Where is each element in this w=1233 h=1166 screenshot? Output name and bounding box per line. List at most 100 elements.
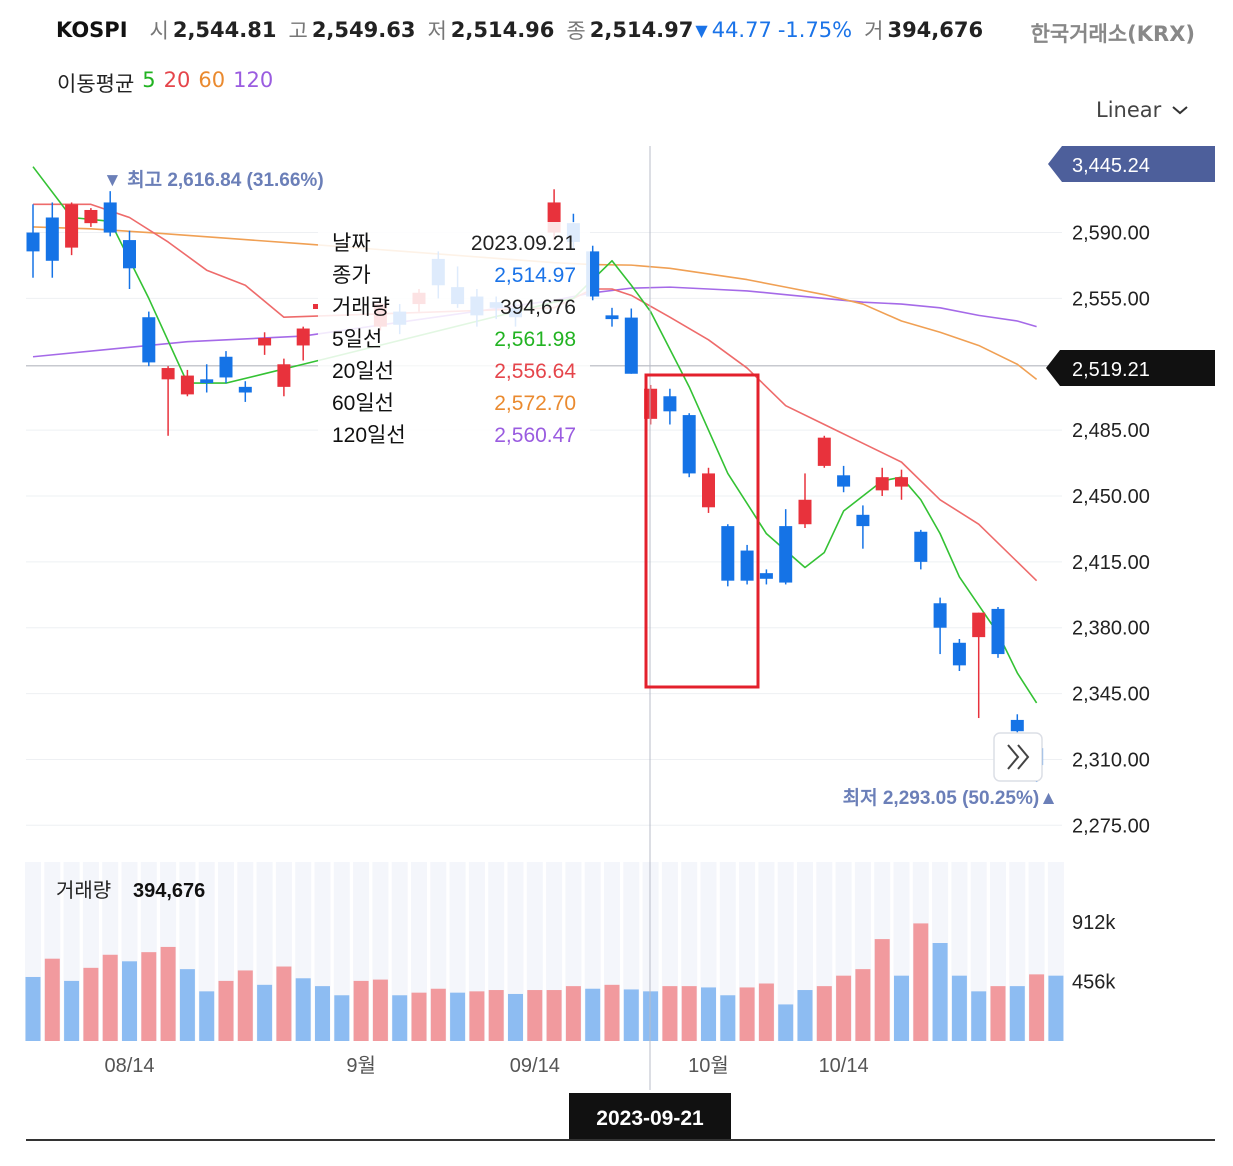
volume-bg-column <box>777 862 794 1041</box>
crosshair-price-badge: 2,519.21 <box>1046 350 1215 386</box>
candle-body <box>1010 719 1024 732</box>
volume-bar <box>816 986 832 1041</box>
candle-body <box>624 317 638 374</box>
volume-bar <box>951 975 967 1041</box>
volume-bar <box>1048 975 1064 1041</box>
date-tick-label: 10/14 <box>819 1055 869 1077</box>
tooltip-row-value: 394,676 <box>500 296 576 319</box>
volume-bar <box>199 991 215 1041</box>
tooltip-row-label: 날짜 <box>332 232 371 255</box>
volume-bar <box>44 958 60 1041</box>
volume-bar <box>237 970 253 1041</box>
volume-bar <box>508 993 523 1041</box>
volume-panel-value: 394,676 <box>133 880 205 902</box>
low-value: 2,514.96 <box>450 18 555 42</box>
highlight-box <box>644 373 760 689</box>
exchange-name: 한국거래소(KRX) <box>1030 22 1195 46</box>
tooltip-volume-marker <box>313 304 318 309</box>
volume-bar <box>372 979 388 1041</box>
tooltip-row-value: 2,556.64 <box>494 360 576 383</box>
ma-legend-20[interactable]: 20 <box>163 68 191 92</box>
volume-bar <box>585 988 601 1041</box>
volume-bar <box>488 990 504 1041</box>
open-value: 2,544.81 <box>172 18 277 42</box>
candle-body <box>142 317 156 363</box>
scroll-latest-button[interactable] <box>993 732 1043 782</box>
volume-bar <box>527 990 543 1041</box>
volume-bar <box>450 992 466 1041</box>
volume-bar <box>411 992 427 1041</box>
change-arrow-icon: ▼ <box>695 20 708 40</box>
ma-legend-120[interactable]: 120 <box>233 68 274 92</box>
volume-bar <box>392 995 408 1041</box>
volume-bar <box>720 995 736 1041</box>
candle-body <box>740 550 754 581</box>
tooltip-row-label: 5일선 <box>332 328 382 351</box>
price-tick-label: 2,555.00 <box>1072 288 1150 310</box>
candle-body <box>26 232 40 252</box>
candle-body <box>65 204 79 248</box>
candle-body <box>238 386 252 393</box>
ma-legend[interactable]: 이동평균 5 20 60 120 <box>57 68 273 98</box>
volume-axis: 912k 456k <box>1072 912 1116 994</box>
tooltip-row-value: 2,514.97 <box>494 264 576 287</box>
volume-bar <box>874 939 890 1041</box>
candle-body <box>103 202 117 233</box>
date-tick-label: 08/14 <box>104 1055 154 1077</box>
candle-body <box>277 364 291 387</box>
crosshair-price-badge-text: 2,519.21 <box>1072 359 1150 381</box>
candle-body <box>161 368 175 380</box>
candle-body <box>682 415 696 474</box>
volume-bar <box>546 990 562 1041</box>
volume-bar <box>64 980 80 1041</box>
candle-body <box>219 356 233 378</box>
open-label: 시 <box>149 19 169 43</box>
volume-bar <box>797 990 813 1041</box>
volume-bar <box>778 1004 794 1041</box>
candle-body <box>296 328 310 346</box>
ma20-line <box>33 203 1038 582</box>
volume-bar <box>141 952 157 1041</box>
date-tick-label: 10월 <box>688 1054 729 1077</box>
ma-legend-5[interactable]: 5 <box>142 68 156 92</box>
min-price-label: 최저 2,293.05 (50.25%)▲ <box>843 787 1058 809</box>
change-percent: -1.75% <box>777 18 853 42</box>
volume-bar <box>276 966 292 1041</box>
volume-tick-label: 456k <box>1072 971 1116 993</box>
candle-body <box>856 514 870 527</box>
volume-bar <box>295 978 311 1041</box>
volume-bar <box>990 986 1006 1041</box>
volume-bar <box>83 967 99 1041</box>
volume-bars <box>25 862 1064 1041</box>
ma-legend-60[interactable]: 60 <box>198 68 226 92</box>
top-price-badge-text: 3,445.24 <box>1072 155 1150 177</box>
volume-bar <box>623 989 639 1041</box>
scale-mode: Linear <box>1096 98 1162 122</box>
volume-bar <box>122 961 137 1041</box>
volume-bar <box>681 986 697 1041</box>
crosshair-date-badge: 2023-09-21 <box>569 1093 731 1141</box>
volume-bar <box>971 991 987 1041</box>
volume-bar <box>739 987 755 1041</box>
price-tick-label: 2,275.00 <box>1072 815 1150 837</box>
volume-bar <box>643 991 659 1041</box>
candle-body <box>200 379 214 384</box>
candle-body <box>991 608 1005 655</box>
price-tick-label: 2,415.00 <box>1072 552 1150 574</box>
candle-body <box>933 603 947 628</box>
top-price-badge: 3,445.24 <box>1048 146 1215 182</box>
volume-bar <box>855 969 871 1041</box>
tooltip-row-value: 2023.09.21 <box>471 232 576 255</box>
volume-bar <box>160 946 176 1041</box>
volume-bar <box>758 983 774 1041</box>
volume-tick-label: 912k <box>1072 912 1116 934</box>
volume-bar <box>218 980 234 1041</box>
price-tick-label: 2,590.00 <box>1072 223 1150 245</box>
tooltip-row-label: 종가 <box>332 264 371 287</box>
volume-bar <box>701 987 716 1041</box>
candle-body <box>837 475 851 487</box>
scale-dropdown[interactable]: Linear <box>1096 98 1189 122</box>
tooltip-row-value: 2,572.70 <box>494 392 576 415</box>
volume-panel-label: 거래량 <box>56 879 111 902</box>
